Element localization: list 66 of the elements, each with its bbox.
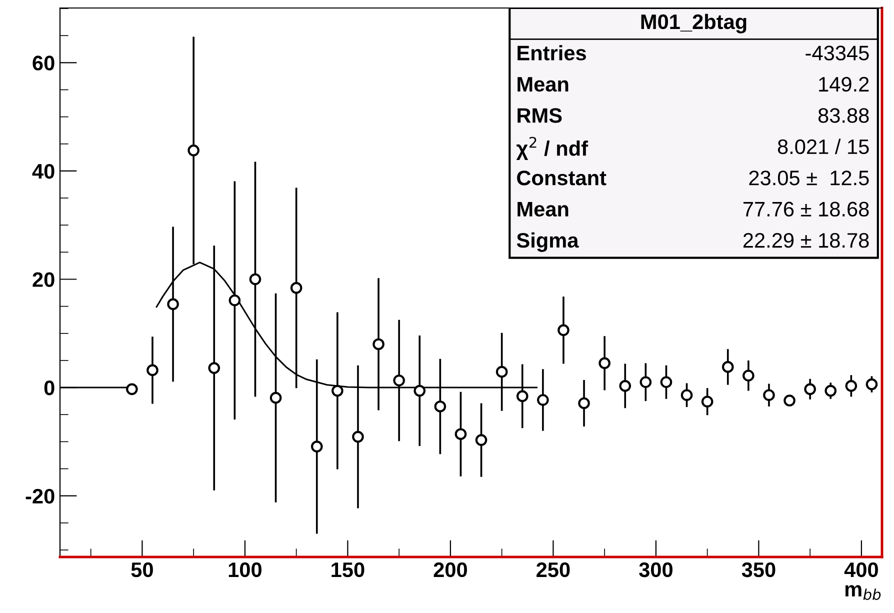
point xyxy=(249,273,262,286)
annotation: Constant xyxy=(517,170,606,186)
point xyxy=(496,366,508,378)
annotation: 83.88 xyxy=(818,108,869,123)
point xyxy=(701,396,714,408)
annotation: Mean xyxy=(518,202,568,217)
y-tick-label: -20 xyxy=(26,488,54,504)
x-axis-title: m$_{bb}$ xyxy=(845,585,881,600)
x-tick-label: 350 xyxy=(742,562,776,578)
annotation: 77.76 ± 18.68 xyxy=(743,202,869,217)
point xyxy=(763,389,775,402)
point xyxy=(619,380,632,392)
point xyxy=(578,397,590,410)
annotation: RMS xyxy=(518,108,562,123)
point xyxy=(167,298,179,310)
annotation: -43345 xyxy=(806,46,869,60)
point xyxy=(414,384,426,397)
y-tick-label: 60 xyxy=(32,56,54,70)
point xyxy=(804,383,816,396)
chart-title: M01_2btag xyxy=(641,14,746,34)
point xyxy=(742,370,754,382)
point xyxy=(310,440,323,452)
point xyxy=(845,380,858,392)
point xyxy=(146,364,158,376)
point xyxy=(475,434,488,446)
point xyxy=(722,361,734,373)
point xyxy=(824,384,837,397)
point xyxy=(660,376,672,388)
annotation: 22.29 ± 18.78 xyxy=(743,233,869,248)
x-tick-label: 200 xyxy=(434,562,467,578)
point xyxy=(784,394,796,406)
x-tick-label: 150 xyxy=(332,562,364,578)
annotation: 23.05 ± 12.5 xyxy=(749,170,869,186)
point xyxy=(126,383,138,396)
point xyxy=(372,338,384,350)
point xyxy=(228,294,241,306)
annotation: 149.2 xyxy=(819,76,869,92)
point xyxy=(393,374,405,386)
point xyxy=(352,430,364,443)
x-tick-label: 100 xyxy=(228,562,262,578)
point xyxy=(188,144,200,156)
point xyxy=(290,282,302,294)
point xyxy=(434,400,446,412)
annotation: χ$^{2}$ / ndf xyxy=(516,136,588,160)
x-tick-label: 50 xyxy=(131,562,153,578)
point xyxy=(598,357,610,370)
point xyxy=(270,392,282,404)
point xyxy=(454,428,467,440)
point xyxy=(208,362,220,374)
point xyxy=(640,376,652,388)
y-tick-label: 0 xyxy=(44,380,54,396)
point xyxy=(558,324,570,336)
y-tick-label: 40 xyxy=(32,164,54,179)
point xyxy=(680,389,693,402)
x-tick-label: 300 xyxy=(639,562,672,578)
annotation: 8.021 / 15 xyxy=(778,138,869,154)
point xyxy=(866,378,878,390)
x-tick-label: 400 xyxy=(844,562,878,578)
point xyxy=(516,390,528,402)
annotation: Sigma xyxy=(516,232,579,252)
annotation: Entries xyxy=(518,45,586,60)
annotation: Mean xyxy=(518,77,568,92)
y-tick-label: 20 xyxy=(32,272,54,288)
point xyxy=(537,394,549,406)
point xyxy=(332,384,344,397)
x-tick-label: 250 xyxy=(536,562,570,578)
